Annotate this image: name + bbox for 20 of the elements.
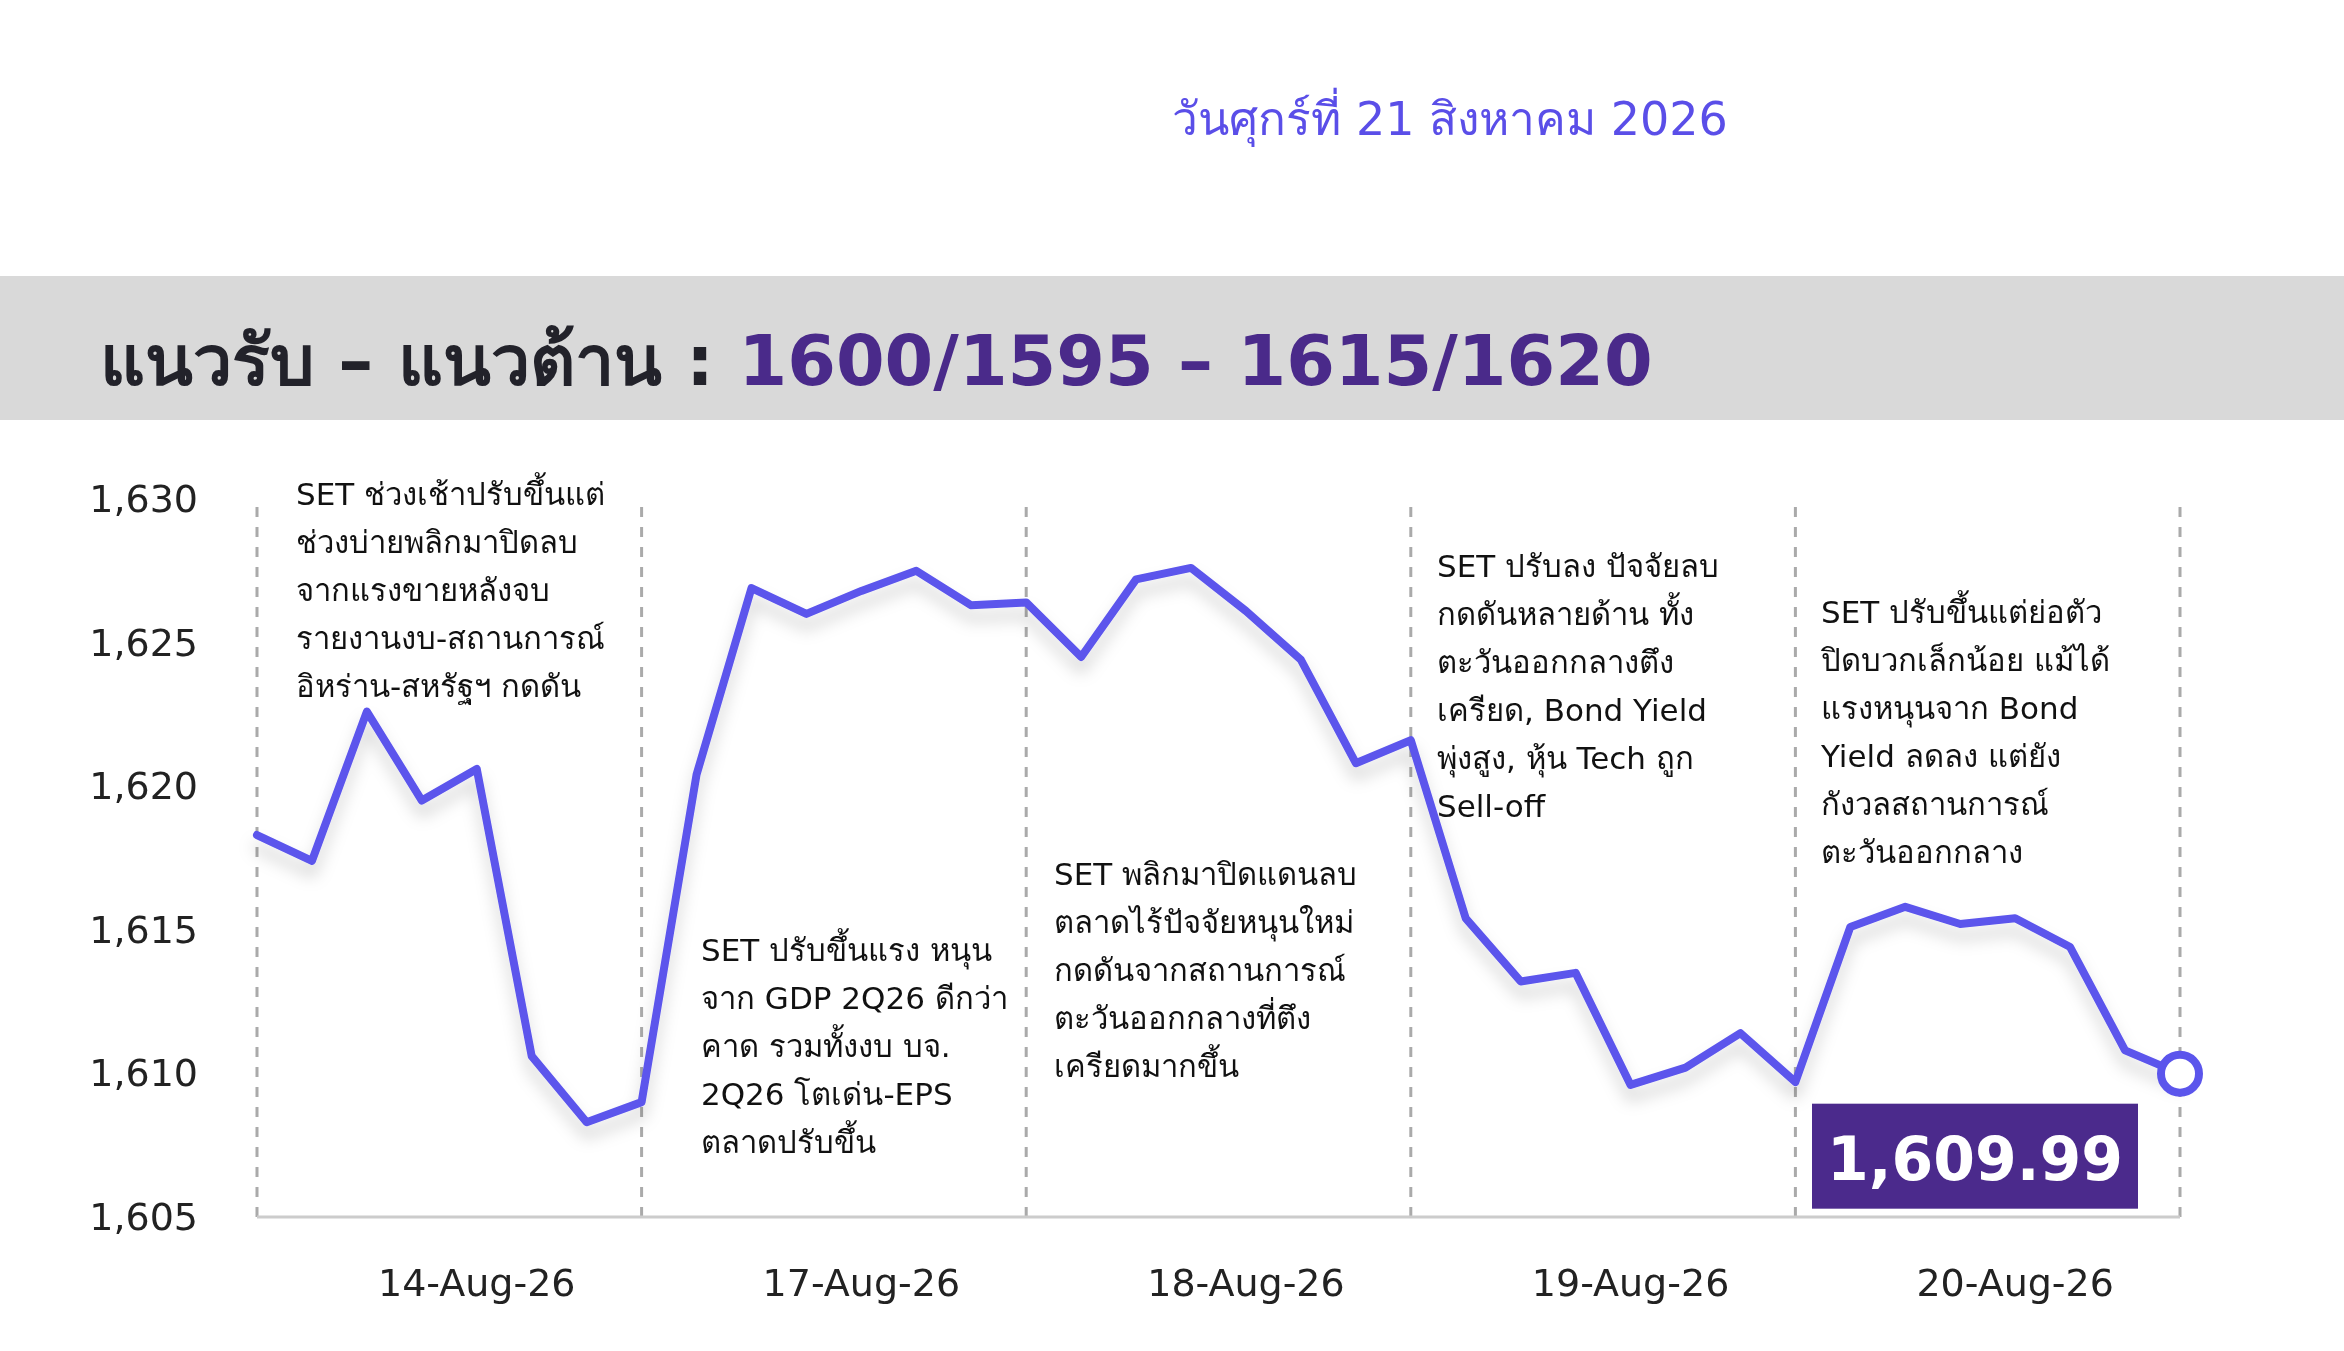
annotation: SET ปรับขึ้นแรง หนุน จาก GDP 2Q26 ดีกว่า คาด รวมทั้งงบ บจ. 2Q26 โตเด่น-EPS ตลาดปรับขึ้น	[701, 928, 1008, 1160]
y-tick-label: 1,630	[89, 477, 198, 521]
y-tick-label: 1,620	[89, 764, 198, 809]
x-tick-label: 19-Aug-26	[1531, 1261, 1730, 1305]
text: วันศุกร์ที่ 21 สิงหาคม 2026	[1172, 87, 1728, 148]
x-tick-label: 14-Aug-26	[378, 1261, 576, 1305]
chart-subtitle: 1600/1595 – 1615/1620	[738, 320, 1653, 402]
x-tick-label: 20-Aug-26	[1916, 1261, 2114, 1305]
annotation: SET ปรับขึ้นแต่ย่อตัว ปิดบวกเล็กน้อย แม้ได้ แรงหนุนจาก Bond Yield ลดลง แต่ยัง กังวลสถานการณ์ ตะวันออกกลาง	[1820, 590, 2110, 870]
y-tick-label: 1,615	[89, 907, 198, 952]
y-tick-label: 1,610	[89, 1051, 198, 1096]
annotation: SET พลิกมาปิดแดนลบ ตลาดไร้ปัจจัยหนุนใหม่ กดดันจากสถานการณ์ ตะวันออกกลางที่ตึง เครียดมากขึ้น	[1054, 856, 1358, 1084]
data-label: 1,609.99	[1826, 1123, 2124, 1194]
annotation: SET ช่วงเช้าปรับขึ้นแต่ ช่วงบ่ายพลิกมาปิดลบ จากแรงขายหลังจบ รายงานงบ-สถานการณ์ อิหร่าน-สหรัฐฯ กดดัน	[296, 472, 606, 705]
y-tick-label: 1,625	[89, 620, 198, 665]
annotation: SET ปรับลง ปัจจัยลบ กดดันหลายด้าน ทั้ง ตะวันออกกลางตึง เครียด, Bond Yield พุ่งสูง, หุ้น Tech ถูก Sell-off	[1437, 548, 1719, 824]
y-tick-label: 1,605	[89, 1195, 198, 1239]
x-tick-label: 17-Aug-26	[762, 1261, 961, 1305]
chart-title: แนวรับ – แนวต้าน :	[100, 320, 739, 402]
x-tick-label: 18-Aug-26	[1147, 1261, 1345, 1305]
